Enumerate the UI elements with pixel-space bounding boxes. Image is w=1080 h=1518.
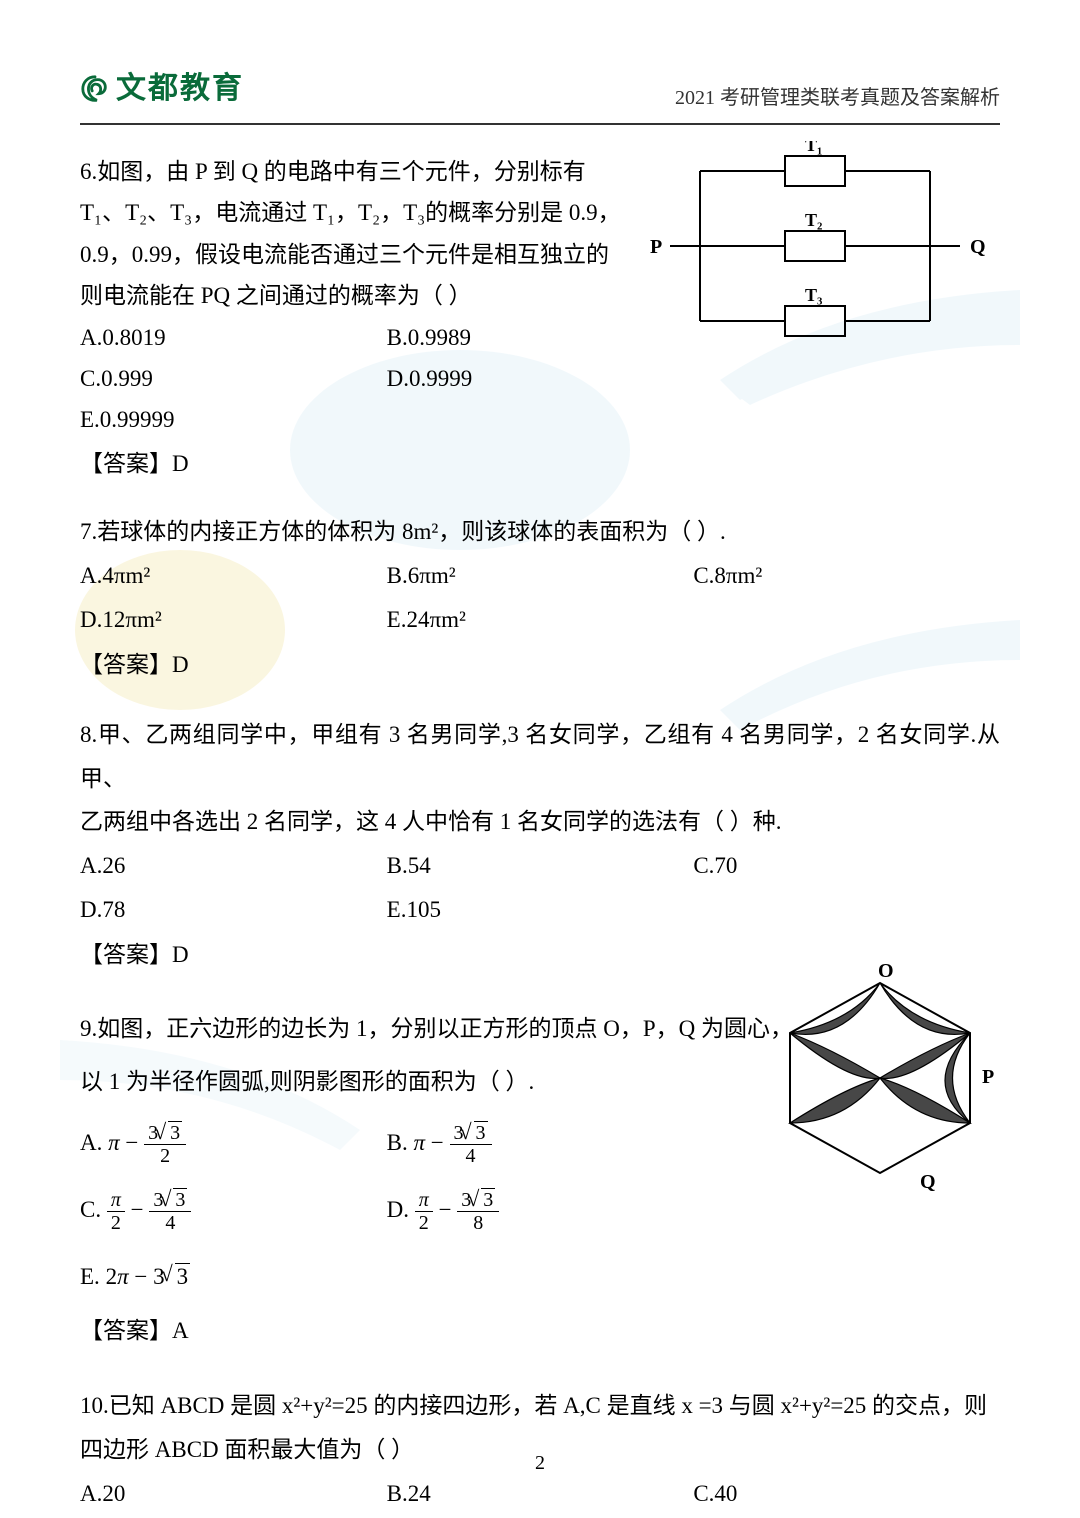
q6-opt-e: E.0.99999 bbox=[80, 407, 175, 432]
header: 文都教育 2021 考研管理类联考真题及答案解析 bbox=[80, 60, 1000, 125]
q7-opt-a: A.4πm² bbox=[80, 554, 387, 598]
q9-hexagon-figure: O P Q bbox=[750, 963, 1010, 1193]
q10-stem-l1: 10.已知 ABCD 是圆 x²+y²=25 的内接四边形，若 A,C 是直线 … bbox=[80, 1384, 1000, 1428]
question-9: O P Q 9.如图，正六边形的边长为 1，分别以正方形的顶点 O，P，Q 为圆… bbox=[80, 1003, 1000, 1358]
q9-opt-b: B. π − 334 bbox=[387, 1117, 694, 1170]
q6-label-p: P bbox=[650, 236, 662, 258]
q9-opt-c: C. π2 − 334 bbox=[80, 1184, 387, 1237]
q6-label-q: Q bbox=[970, 236, 986, 258]
brand-name: 文都教育 bbox=[116, 60, 244, 117]
q9-opt-e: E. 2π − 33 bbox=[80, 1264, 190, 1289]
q6-answer: 【答案】D bbox=[80, 443, 1000, 484]
q8-opt-a: A.26 bbox=[80, 844, 387, 888]
q8-stem-l1: 8.甲、乙两组同学中，甲组有 3 名男同学,3 名女同学，乙组有 4 名男同学，… bbox=[80, 713, 1000, 800]
q7-opt-d: D.12πm² bbox=[80, 598, 387, 642]
q6-label-t3: T₃ bbox=[805, 285, 823, 305]
svg-text:P: P bbox=[982, 1066, 994, 1088]
q8-stem-l2: 乙两组中各选出 2 名同学，这 4 人中恰有 1 名女同学的选法有（ ）种. bbox=[80, 800, 1000, 844]
svg-text:O: O bbox=[878, 963, 894, 982]
question-6: P Q T₁ T₂ T₃ 6.如图，由 P 到 Q 的电路中有三个元件，分别标有… bbox=[80, 151, 1000, 484]
q6-opt-a: A.0.8019 bbox=[80, 317, 387, 358]
q8-opt-d: D.78 bbox=[80, 888, 387, 932]
q6-opt-d: D.0.9999 bbox=[387, 358, 694, 399]
q6-opt-c: C.0.999 bbox=[80, 358, 387, 399]
q6-label-t1: T₁ bbox=[805, 141, 822, 155]
page: 文都教育 2021 考研管理类联考真题及答案解析 bbox=[0, 0, 1080, 1518]
q6-label-t2: T₂ bbox=[805, 210, 822, 230]
page-number: 2 bbox=[0, 1444, 1080, 1482]
q8-opt-c: C.70 bbox=[693, 844, 1000, 888]
q9-opt-a: A. π − 332 bbox=[80, 1117, 387, 1170]
q7-opt-e: E.24πm² bbox=[387, 598, 694, 642]
q8-opt-e: E.105 bbox=[387, 888, 694, 932]
q7-stem: 7.若球体的内接正方体的体积为 8m²，则该球体的表面积为（ ）. bbox=[80, 510, 1000, 554]
header-right-text: 2021 考研管理类联考真题及答案解析 bbox=[675, 79, 1000, 117]
brand-swirl-icon bbox=[80, 74, 110, 104]
question-7: 7.若球体的内接正方体的体积为 8m²，则该球体的表面积为（ ）. A.4πm²… bbox=[80, 510, 1000, 687]
q9-answer: 【答案】A bbox=[80, 1305, 1000, 1358]
question-8: 8.甲、乙两组同学中，甲组有 3 名男同学,3 名女同学，乙组有 4 名男同学，… bbox=[80, 713, 1000, 977]
svg-text:Q: Q bbox=[920, 1171, 936, 1193]
q8-opt-b: B.54 bbox=[387, 844, 694, 888]
q9-opt-d: D. π2 − 338 bbox=[387, 1184, 694, 1237]
q7-opt-b: B.6πm² bbox=[387, 554, 694, 598]
q6-circuit-figure: P Q T₁ T₂ T₃ bbox=[640, 141, 990, 351]
q7-answer: 【答案】D bbox=[80, 643, 1000, 687]
brand-logo: 文都教育 bbox=[80, 60, 244, 117]
q7-opt-c: C.8πm² bbox=[693, 554, 1000, 598]
